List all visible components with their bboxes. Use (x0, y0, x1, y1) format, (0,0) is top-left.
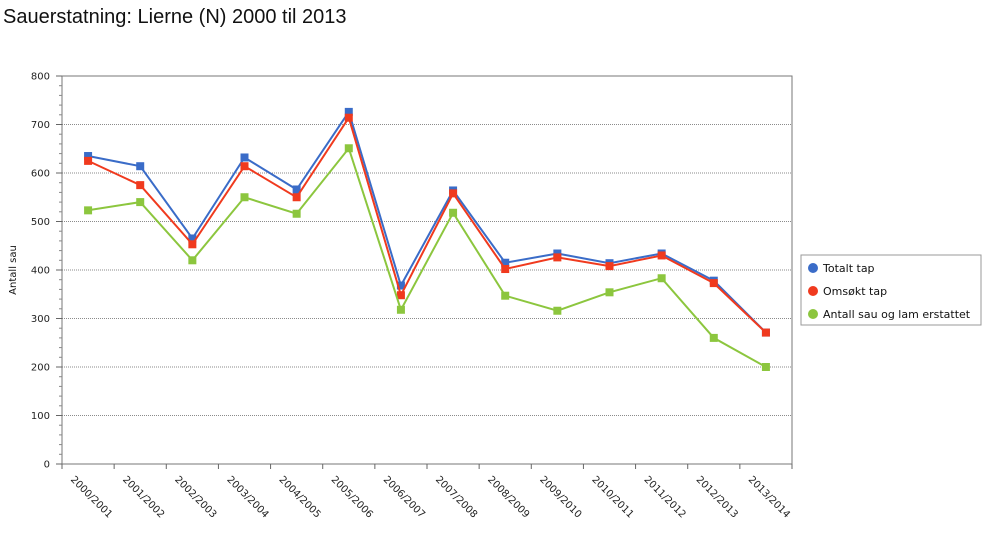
page-title: Sauerstatning: Lierne (N) 2000 til 2013 (3, 6, 347, 28)
data-point[interactable] (240, 162, 249, 171)
data-point[interactable] (188, 240, 197, 249)
data-point[interactable] (396, 281, 405, 290)
y-tick-label: 400 (31, 266, 50, 277)
legend-label: Antall sau og lam erstattet (823, 308, 971, 321)
data-point[interactable] (292, 185, 301, 194)
x-tick-label: 2001/2002 (120, 474, 166, 520)
data-point[interactable] (84, 152, 93, 161)
legend-marker (808, 263, 818, 273)
data-point[interactable] (761, 363, 770, 371)
data-point[interactable] (396, 291, 405, 300)
data-point[interactable] (761, 328, 770, 337)
y-axis: 0 100 200 300 400 500 600 700 800 (31, 72, 62, 471)
data-point[interactable] (188, 256, 197, 265)
y-tick-label: 600 (31, 169, 50, 180)
series-2 (84, 113, 770, 337)
series-line (87, 146, 767, 368)
y-axis-title: Antall sau (8, 245, 19, 295)
data-point[interactable] (501, 291, 510, 300)
data-point[interactable] (709, 333, 718, 342)
y-tick-label: 700 (31, 120, 50, 131)
legend-box (800, 254, 982, 326)
legend-marker (808, 309, 818, 319)
data-point[interactable] (501, 265, 510, 274)
y-tick-label: 100 (31, 411, 50, 422)
x-tick-label: 2002/2003 (172, 474, 218, 520)
series-group (84, 107, 770, 371)
x-tick-label: 2009/2010 (537, 474, 583, 520)
data-point[interactable] (344, 113, 353, 122)
data-point[interactable] (605, 262, 614, 271)
y-tick-label: 800 (31, 72, 50, 83)
x-tick-label: 2004/2005 (277, 474, 323, 520)
x-tick-label: 2008/2009 (485, 474, 531, 520)
data-point[interactable] (136, 198, 145, 207)
data-point[interactable] (240, 193, 249, 202)
data-point[interactable] (344, 107, 353, 116)
data-point[interactable] (396, 305, 405, 314)
legend-marker (808, 286, 818, 296)
x-tick-label: 2011/2012 (642, 474, 688, 520)
y-tick-label: 0 (44, 460, 50, 471)
series-line (87, 115, 767, 334)
legend: Totalt tap Omsøkt tap Antall sau og lam er… (800, 254, 982, 326)
x-tick-label: 2012/2013 (694, 474, 740, 520)
data-point[interactable] (84, 206, 93, 215)
data-point[interactable] (188, 234, 197, 243)
data-point[interactable] (136, 162, 145, 171)
grid-lines (62, 124, 792, 416)
series-3 (84, 144, 770, 371)
y-tick-label: 300 (31, 314, 50, 325)
data-point[interactable] (657, 274, 666, 283)
data-point[interactable] (449, 189, 458, 198)
series-1 (84, 107, 770, 337)
legend-label: Omsøkt tap (823, 285, 887, 298)
y-tick-label: 200 (31, 363, 50, 374)
x-tick-label: 2000/2001 (68, 474, 114, 520)
data-point[interactable] (553, 253, 562, 262)
data-point[interactable] (136, 181, 145, 190)
x-axis: 2000/2001 2001/2002 2002/2003 2003/2004 2004… (61, 464, 793, 521)
data-point[interactable] (292, 193, 301, 202)
data-point[interactable] (240, 153, 249, 162)
y-tick-label: 500 (31, 217, 50, 228)
legend-label: Totalt tap (822, 262, 875, 275)
data-point[interactable] (292, 209, 301, 218)
data-point[interactable] (84, 156, 93, 165)
data-point[interactable] (449, 208, 458, 217)
x-tick-label: 2006/2007 (381, 474, 427, 520)
x-tick-label: 2007/2008 (433, 474, 479, 520)
data-point[interactable] (553, 306, 562, 315)
x-tick-label: 2003/2004 (224, 474, 270, 520)
x-tick-label: 2013/2014 (746, 474, 792, 520)
data-point[interactable] (657, 251, 666, 260)
data-point[interactable] (344, 144, 353, 153)
x-tick-label: 2005/2006 (329, 474, 375, 520)
data-point[interactable] (709, 279, 718, 288)
data-point[interactable] (605, 288, 614, 297)
x-tick-label: 2010/2011 (589, 474, 635, 520)
data-point[interactable] (501, 258, 510, 267)
series-line (87, 109, 767, 334)
